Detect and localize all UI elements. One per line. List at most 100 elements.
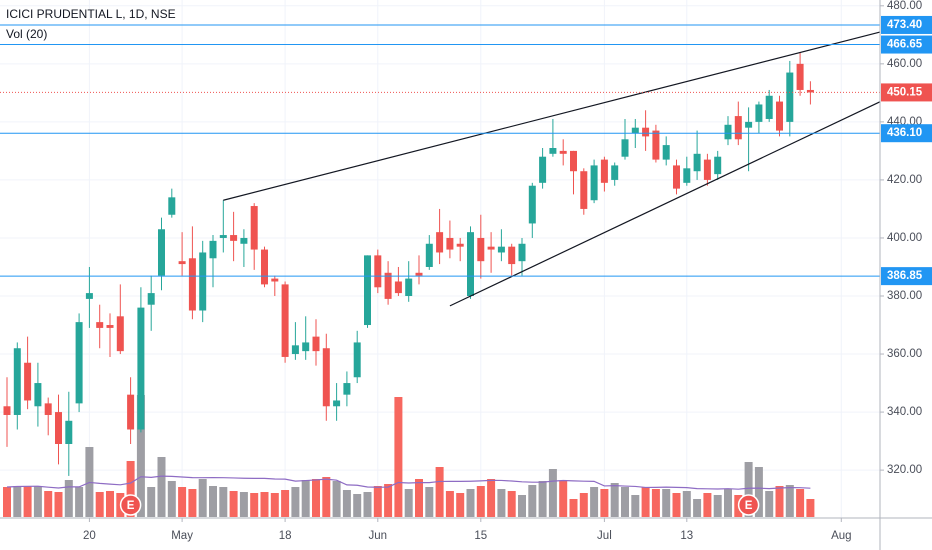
candle-body [343,383,351,395]
y-tick-label: 420.00 [887,174,922,186]
axes: 480.00460.00440.00420.00400.00380.00360.… [83,0,932,542]
volume-bar [64,480,73,517]
volume-bar [136,395,145,517]
price-pane [3,52,814,476]
last-price-label: 450.15 [887,86,923,98]
candle-body [580,171,588,209]
candle-body [425,243,433,267]
candle-body [127,394,135,430]
candle-body [528,185,536,224]
candle-body [106,325,114,328]
volume-bar [713,495,722,517]
volume-pane [3,395,815,517]
volume-bar [765,491,774,517]
volume-bar [219,487,228,517]
candle-body [271,278,279,282]
candle-body [312,336,320,352]
candle-body [734,116,742,140]
candle-body [662,145,670,160]
volume-bar [291,487,300,517]
level-tag-label: 436.10 [887,127,922,139]
level-tag [881,15,932,34]
candle-body [642,127,650,137]
candle-body [199,252,207,311]
candle-body [796,63,804,90]
candle-body [364,255,371,326]
candle-body [405,278,413,296]
candle-body [291,345,299,355]
candle-body [178,261,186,265]
volume-bar [476,486,485,517]
candle-body [34,383,42,407]
x-tick-label: 20 [83,530,96,542]
level-tag-label: 466.65 [887,39,923,51]
candle-body [549,148,557,154]
candle-body [621,139,629,157]
volume-bar [631,495,640,517]
level-tag-label: 473.40 [887,19,922,31]
x-tick-label: 18 [279,530,292,542]
volume-bar [610,483,619,517]
y-tick-label: 320.00 [887,464,922,476]
level-tag [881,124,932,143]
candle-body [693,153,701,172]
volume-bar [188,489,197,517]
x-tick-label: Aug [831,530,851,542]
volume-bar [775,486,784,517]
volume-bar [167,481,176,517]
candle-body [302,342,310,352]
level-tag [881,267,932,286]
volume-bar [3,487,11,517]
volume-bar [456,493,465,517]
volume-bar [270,493,279,517]
candle-body [250,206,258,250]
y-tick-label: 480.00 [887,0,922,12]
volume-bar [95,492,104,517]
candle-body [353,342,361,378]
earnings-label: E [127,500,135,512]
candle-body [219,235,227,238]
volume-bar [239,492,248,517]
volume-bar [415,479,423,517]
volume-bar [445,491,454,517]
y-tick-label: 380.00 [887,290,922,302]
x-tick-label: May [171,530,193,542]
volume-bar [600,489,609,517]
volume-bar [126,461,135,517]
candle-body [755,104,763,122]
candle-body [75,322,83,404]
candle-body [137,307,145,430]
volume-bar [569,499,578,517]
volume-bar [229,491,238,517]
volume-bar [209,486,217,517]
candle-body [3,406,11,415]
y-tick-label: 460.00 [887,58,922,70]
candle-body [96,322,104,328]
earnings-marker [737,494,760,516]
volume-bar [579,493,588,517]
volume-bar [373,486,382,517]
volume-bar [260,492,269,517]
volume-bar [693,499,702,517]
volume-bar [466,489,475,517]
volume-bar [754,467,763,517]
volume-bar [75,487,84,517]
candle-body [456,243,464,247]
volume-bar [322,477,331,517]
volume-title: Vol (20) [6,27,47,41]
trend-line [449,101,881,307]
volume-bar [312,479,320,517]
volume-bar [353,494,362,517]
candle-body [765,95,773,119]
volume-bar [106,491,114,517]
volume-bar [178,487,187,517]
volume-bar [641,487,650,517]
candle-body [55,412,62,444]
candle-body [85,293,93,299]
volume-bar [703,493,712,517]
candle-body [776,101,783,131]
volume-bar [806,499,815,517]
candle-body [446,237,454,250]
